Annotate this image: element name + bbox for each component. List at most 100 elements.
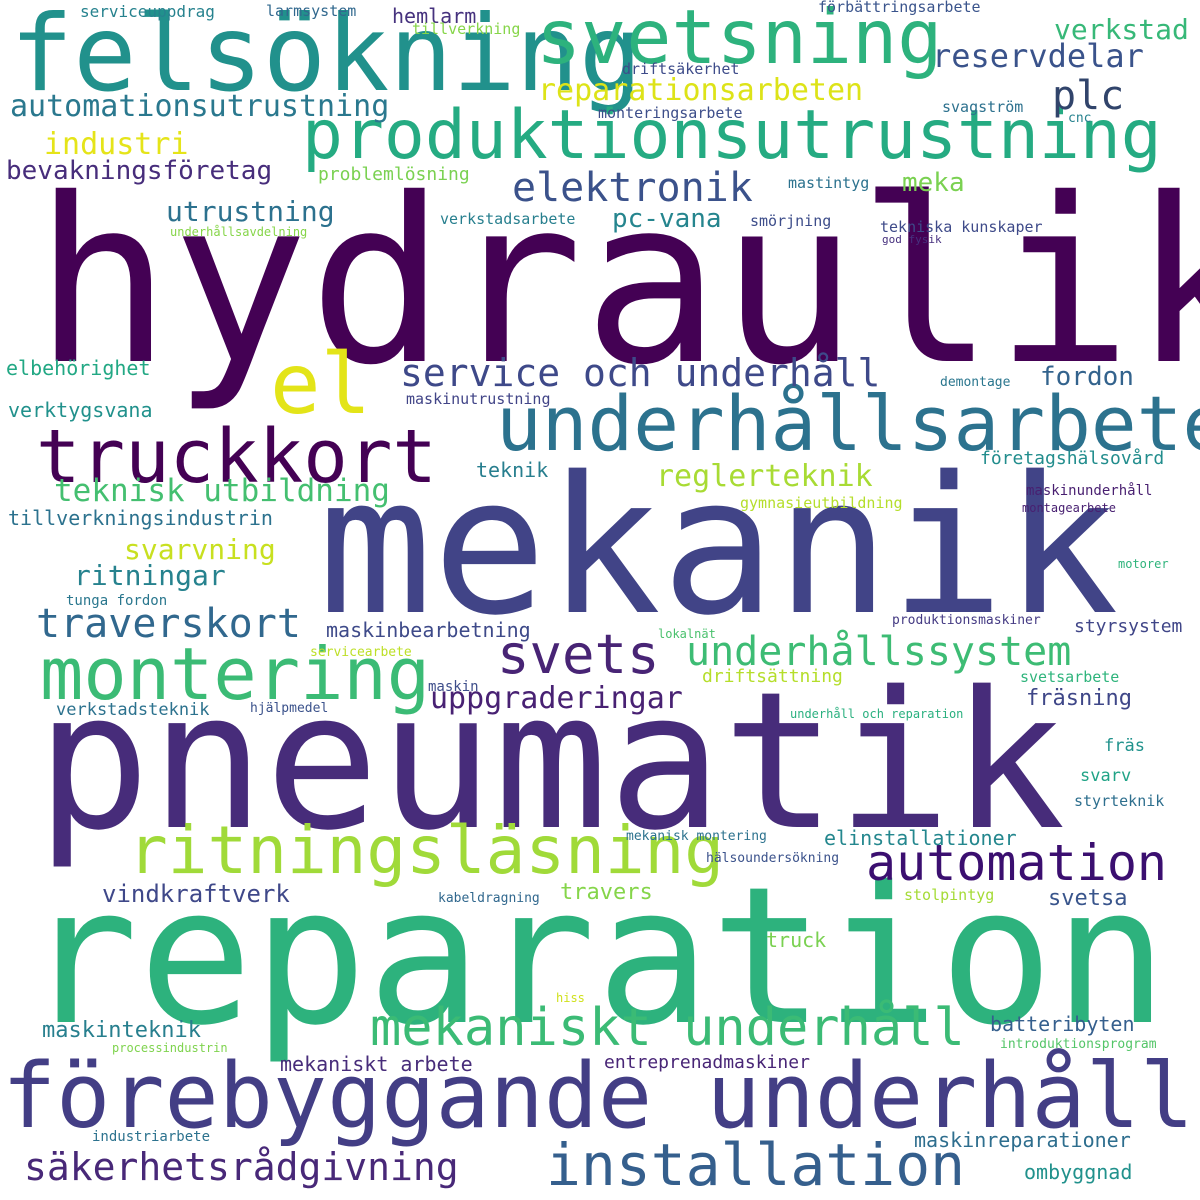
- word-pneumatik: pneumatik: [36, 651, 1066, 872]
- word-driftsattning: driftsättning: [702, 666, 843, 687]
- word-kabeldragning: kabeldragning: [438, 891, 540, 906]
- word-montering: montering: [40, 632, 431, 716]
- word-underhall-och-reparation: underhåll och reparation: [790, 707, 964, 721]
- word-tillverkningsindustrin: tillverkningsindustrin: [8, 506, 273, 530]
- word-svetsarbete: svetsarbete: [1020, 668, 1120, 686]
- word-bevakningsforetag: bevakningsföretag: [6, 156, 273, 186]
- word-elbehorighet: elbehörighet: [6, 356, 151, 380]
- word-industri: industri: [44, 127, 189, 162]
- word-svets: svets: [497, 623, 660, 686]
- word-styrsystem: styrsystem: [1074, 616, 1183, 637]
- word-traverskort: traverskort: [36, 601, 301, 647]
- word-elinstallationer: elinstallationer: [824, 826, 1017, 850]
- word-underhallsavdelning: underhållsavdelning: [170, 225, 308, 239]
- word-mekaniskt-arbete: mekaniskt arbete: [280, 1052, 473, 1076]
- word-ritningar: ritningar: [74, 559, 226, 592]
- word-mekanik: mekanik: [318, 436, 1119, 657]
- word-cnc: cnc: [1068, 111, 1092, 126]
- word-maskinbearbetning: maskinbearbetning: [326, 618, 531, 642]
- word-truckkort: truckkort: [36, 414, 437, 500]
- word-maskinreparationer: maskinreparationer: [914, 1128, 1131, 1152]
- word-sakerhetsradgivning: säkerhetsrådgivning: [24, 1145, 459, 1189]
- word-entreprenadmaskiner: entreprenadmaskiner: [604, 1052, 810, 1073]
- word-verkstad: verkstad: [1054, 13, 1189, 46]
- word-produktionsutrustning: produktionsutrustning: [302, 96, 1162, 175]
- word-pc-vana: pc-vana: [612, 204, 722, 234]
- word-montagearbete: montagearbete: [1022, 501, 1116, 515]
- word-maskin: maskin: [428, 679, 479, 695]
- word-elektronik: elektronik: [512, 165, 753, 211]
- word-batteribyten: batteribyten: [990, 1012, 1135, 1036]
- word-halsoundersokning: hälsoundersökning: [706, 851, 840, 866]
- word-verktygsvana: verktygsvana: [8, 398, 153, 422]
- word-mastintyg: mastintyg: [788, 174, 870, 192]
- word-truck: truck: [766, 928, 827, 952]
- word-service-och-underhall: service och underhåll: [400, 351, 881, 395]
- word-introduktionsprogram: introduktionsprogram: [1000, 1037, 1157, 1052]
- word-svetsning: svetsning: [536, 0, 943, 81]
- word-automationsutrustning: automationsutrustning: [10, 89, 390, 124]
- word-plc: plc: [1052, 73, 1125, 119]
- word-travers: travers: [560, 880, 653, 905]
- word-produktionsmaskiner: produktionsmaskiner: [892, 613, 1041, 628]
- word-tillverkning: tillverkning: [412, 20, 521, 38]
- word-forebyggande-underhall: förebyggande underhåll: [2, 1044, 1195, 1149]
- word-hiss: hiss: [556, 991, 585, 1005]
- word-fordon: fordon: [1040, 362, 1134, 392]
- word-demontage: demontage: [940, 375, 1011, 390]
- word-installation: installation: [546, 1131, 966, 1199]
- word-styrteknik: styrteknik: [1074, 792, 1165, 810]
- word-hydraulik: hydraulik: [34, 149, 1200, 415]
- word-automation: automation: [866, 834, 1168, 892]
- word-svetsa: svetsa: [1048, 886, 1128, 911]
- word-processindustrin: processindustrin: [112, 1041, 228, 1055]
- word-svagstrom: svagström: [942, 98, 1024, 116]
- word-teknik: teknik: [476, 458, 549, 482]
- word-foretagshalsovard: företagshälsovård: [980, 448, 1165, 469]
- word-verkstadsteknik: verkstadsteknik: [56, 700, 210, 720]
- word-svarv: svarv: [1080, 766, 1132, 786]
- word-ritningslasning: ritningsläsning: [128, 812, 725, 889]
- word-gymnasieutbildning: gymnasieutbildning: [740, 494, 903, 512]
- word-driftsakerhet: driftsäkerhet: [622, 60, 740, 78]
- word-monteringsarbete: monteringsarbete: [598, 104, 743, 122]
- word-uppgraderingar: uppgraderingar: [430, 681, 683, 716]
- word-vindkraftverk: vindkraftverk: [102, 880, 290, 908]
- word-maskinteknik: maskinteknik: [42, 1018, 201, 1043]
- word-problemlosning: problemlösning: [318, 164, 470, 185]
- word-smorjning: smörjning: [750, 212, 832, 230]
- word-tekniska-kunskaper: tekniska kunskaper: [880, 218, 1043, 236]
- word-underhallsarbete: underhållsarbete: [496, 379, 1200, 468]
- word-svarvning: svarvning: [124, 533, 276, 566]
- word-meka: meka: [902, 168, 965, 198]
- word-frasning: fräsning: [1026, 686, 1132, 711]
- word-reparationsarbeten: reparationsarbeten: [538, 73, 864, 108]
- word-underhallssystem: underhållssystem: [686, 629, 1072, 675]
- word-felsokning: felsökning: [10, 0, 643, 115]
- word-hemlarm: hemlarm: [392, 4, 477, 28]
- word-motorer: motorer: [1118, 557, 1169, 571]
- word-maskinutrustning: maskinutrustning: [406, 390, 551, 408]
- word-tunga-fordon: tunga fordon: [66, 593, 168, 609]
- word-reparation: reparation: [24, 846, 1168, 1067]
- word-lokalnat: lokalnät: [658, 627, 716, 641]
- word-stolpintyg: stolpintyg: [904, 886, 995, 904]
- word-reglerteknik: reglerteknik: [656, 459, 873, 494]
- word-industriarbete: industriarbete: [92, 1129, 211, 1145]
- word-god-fysik: god fysik: [882, 233, 942, 246]
- word-mekaniskt-underhall: mekaniskt underhåll: [370, 998, 965, 1058]
- word-forbattringsarbete: förbättringsarbete: [818, 0, 981, 16]
- word-teknisk-utbildning: teknisk utbildning: [54, 473, 390, 509]
- word-maskinunderhall: maskinunderhåll: [1026, 483, 1153, 499]
- word-larmsystem: larmsystem: [266, 2, 357, 20]
- word-reservdelar: reservdelar: [932, 37, 1144, 75]
- word-serviceuppdrag: serviceuppdrag: [80, 2, 215, 21]
- word-fras: fräs: [1104, 736, 1145, 756]
- word-mekanisk-montering: mekanisk montering: [626, 829, 767, 844]
- word-verkstadsarbete: verkstadsarbete: [440, 210, 576, 228]
- word-utrustning: utrustning: [166, 195, 335, 228]
- word-servicearbete: servicearbete: [310, 645, 412, 660]
- word-ombyggnad: ombyggnad: [1024, 1160, 1133, 1184]
- word-el: el: [270, 335, 372, 433]
